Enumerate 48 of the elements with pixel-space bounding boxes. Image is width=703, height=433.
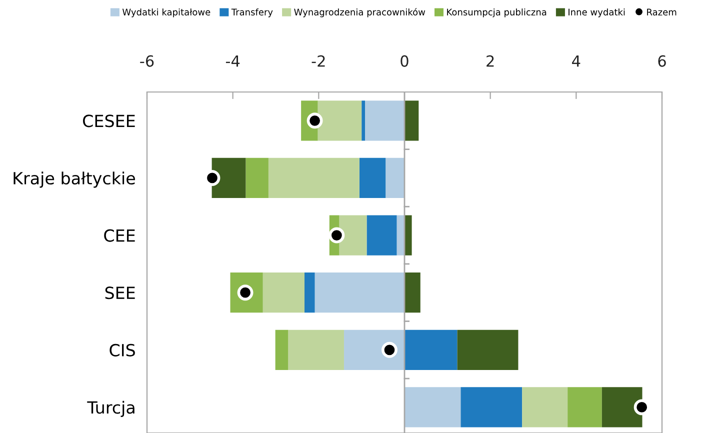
bar bbox=[404, 330, 458, 370]
bar bbox=[344, 330, 404, 370]
bar bbox=[460, 387, 522, 428]
bar bbox=[386, 158, 404, 198]
legend-label: Transfery bbox=[231, 8, 273, 18]
bar bbox=[396, 215, 404, 256]
bar bbox=[288, 330, 344, 370]
bar bbox=[404, 272, 420, 313]
bar bbox=[602, 387, 642, 428]
y-tick-label: CESEE bbox=[83, 114, 135, 128]
y-tick-label: CEE bbox=[104, 229, 135, 242]
x-tick-label: -6 bbox=[140, 55, 154, 67]
legend-label: Wynagrodzenia pracowników bbox=[294, 8, 426, 18]
bar bbox=[404, 387, 461, 428]
bar bbox=[522, 387, 568, 428]
x-tick-label: -2 bbox=[312, 55, 325, 67]
bar bbox=[362, 100, 366, 141]
point bbox=[382, 342, 398, 358]
y-tick-label: CIS bbox=[110, 344, 135, 356]
point bbox=[328, 227, 345, 244]
bar bbox=[359, 158, 386, 198]
bar bbox=[304, 272, 315, 313]
bar bbox=[404, 100, 419, 141]
x-tick-label: 2 bbox=[486, 55, 494, 67]
bar bbox=[275, 330, 288, 370]
x-tick-label: 0 bbox=[400, 55, 408, 67]
bar bbox=[262, 272, 305, 313]
legend-label: Razem bbox=[647, 8, 676, 16]
y-tick-label: Kraje bałtyckie bbox=[14, 172, 135, 188]
x-tick-label: 6 bbox=[658, 55, 666, 67]
legend-label: Inne wydatki bbox=[568, 8, 625, 18]
bar bbox=[568, 387, 602, 428]
legend-label: Konsumpcja publiczna bbox=[447, 8, 546, 18]
bar bbox=[365, 100, 404, 141]
y-tick-label: SEE bbox=[105, 286, 135, 300]
x-tick-label: -4 bbox=[226, 55, 240, 67]
bar bbox=[366, 215, 397, 256]
bar bbox=[246, 158, 268, 198]
bar bbox=[457, 330, 518, 370]
bar bbox=[339, 215, 367, 256]
x-tick-label: 4 bbox=[572, 55, 580, 67]
bar bbox=[268, 158, 360, 198]
bar bbox=[404, 215, 412, 256]
bar bbox=[212, 158, 246, 198]
y-tick-label: Turcja bbox=[87, 400, 134, 418]
bar bbox=[318, 100, 362, 141]
legend-label: Wydatki kapitałowe bbox=[122, 8, 210, 18]
bar bbox=[314, 272, 404, 313]
